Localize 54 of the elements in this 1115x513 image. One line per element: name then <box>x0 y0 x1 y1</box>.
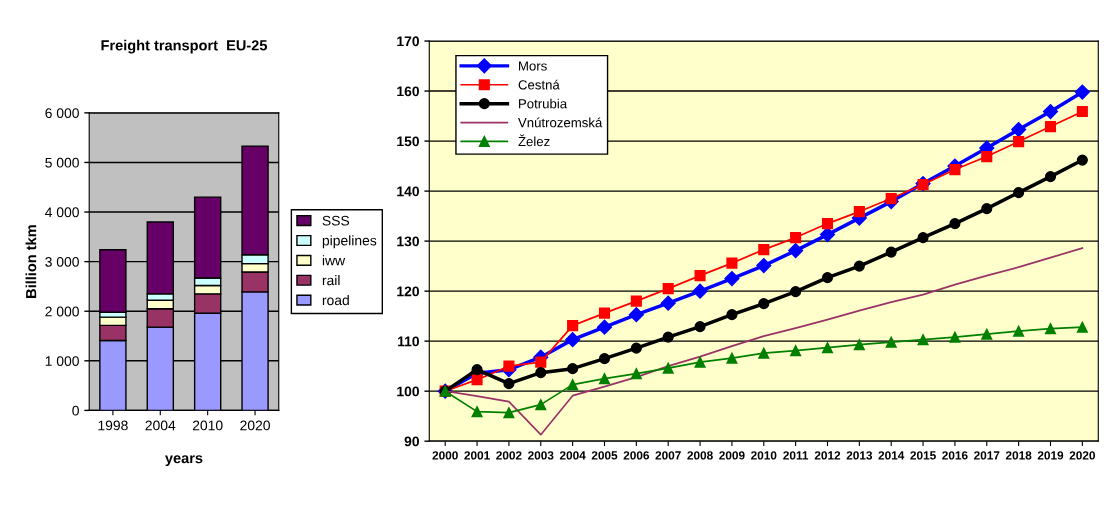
legend-label: Želez <box>518 134 550 147</box>
y-tick-label: 1 000 <box>45 356 79 366</box>
y-tick-label: 3 000 <box>45 256 79 267</box>
x-tick-label: 2019 <box>1037 451 1064 460</box>
chart-title: Freight transport EU-25 <box>101 39 268 54</box>
x-tick-label: 2014 <box>878 451 905 460</box>
legend-label: road <box>322 294 349 306</box>
x-tick-label: 2002 <box>496 451 522 460</box>
y-axis-title: Billion tkm <box>25 225 37 298</box>
y-tick-label: 100 <box>397 386 419 397</box>
y-tick-label: 130 <box>397 236 419 247</box>
legend-label: Mors <box>519 61 547 71</box>
x-tick-label: 2009 <box>719 451 745 460</box>
x-tick-label: 2005 <box>591 451 618 460</box>
y-tick-label: 2 000 <box>45 306 79 317</box>
x-tick-label: 2004 <box>145 420 176 431</box>
y-tick-label: 170 <box>397 36 419 47</box>
legend-label: rail <box>322 275 340 286</box>
y-tick-label: 4 000 <box>45 207 79 218</box>
x-axis-title: years <box>165 455 203 467</box>
legend-label: Cestná <box>518 79 560 90</box>
legend-label: SSS <box>322 215 350 226</box>
x-tick-label: 2015 <box>910 451 936 460</box>
legend-label: pipelines <box>322 235 377 249</box>
y-tick-label: 6 000 <box>45 108 79 119</box>
y-tick-label: 150 <box>397 136 419 147</box>
x-tick-label: 2010 <box>192 420 223 431</box>
y-tick-label: 110 <box>398 336 419 347</box>
x-tick-label: 2006 <box>623 451 650 460</box>
y-tick-label: 140 <box>397 186 419 197</box>
legend-label: iww <box>322 255 346 266</box>
x-tick-label: 2001 <box>464 451 490 460</box>
x-tick-label: 2020 <box>1069 451 1095 460</box>
y-tick-label: 90 <box>404 436 419 447</box>
x-tick-label: 2013 <box>846 451 873 460</box>
x-tick-label: 2018 <box>1005 451 1032 460</box>
x-tick-label: 2010 <box>751 451 777 460</box>
x-tick-label: 2007 <box>655 451 681 460</box>
x-tick-label: 2003 <box>528 451 554 460</box>
legend-label: Vnútrozemská <box>518 117 603 128</box>
x-tick-label: 2008 <box>687 451 713 460</box>
y-tick-label: 120 <box>397 286 419 297</box>
x-tick-label: 2016 <box>942 451 968 460</box>
y-tick-label: 160 <box>397 86 419 97</box>
x-tick-label: 2000 <box>432 451 458 460</box>
y-tick-label: 5 000 <box>45 157 79 168</box>
x-tick-label: 2017 <box>974 451 1000 460</box>
x-tick-label: 1998 <box>98 420 128 431</box>
y-tick-label: 0 <box>72 405 79 416</box>
x-tick-label: 2020 <box>240 420 270 431</box>
x-tick-label: 2011 <box>783 451 809 460</box>
x-tick-label: 2004 <box>559 451 586 460</box>
x-tick-label: 2012 <box>814 451 841 460</box>
legend-label: Potrubia <box>519 98 568 109</box>
